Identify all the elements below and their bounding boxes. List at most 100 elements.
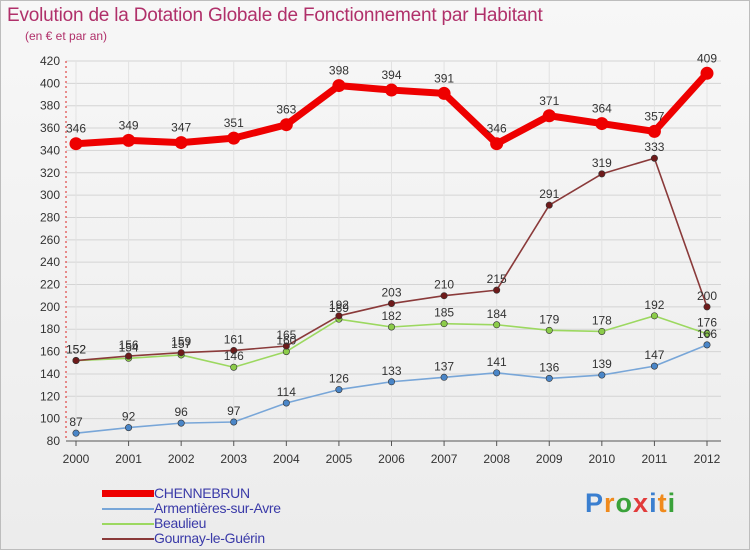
data-point	[335, 386, 343, 394]
data-label: 346	[487, 122, 507, 136]
data-point	[72, 429, 80, 437]
data-point	[230, 346, 238, 354]
data-label: 96	[174, 405, 188, 419]
logo-letter: i	[667, 488, 677, 518]
y-tick-label: 140	[40, 367, 60, 381]
data-label: 139	[592, 357, 612, 371]
data-label: 185	[434, 306, 454, 320]
y-tick-label: 80	[47, 434, 61, 448]
chart-title: Evolution de la Dotation Globale de Fonc…	[7, 5, 543, 26]
data-point	[335, 312, 343, 320]
data-point	[595, 117, 609, 131]
data-label: 165	[276, 328, 296, 342]
legend-swatch	[102, 490, 154, 497]
data-label: 154	[119, 340, 139, 354]
data-point	[387, 300, 395, 308]
data-point	[69, 137, 83, 151]
data-label: 136	[539, 360, 559, 374]
legend-label: Beaulieu	[154, 515, 207, 531]
logo-letter: o	[615, 488, 634, 518]
x-tick-label: 2006	[378, 452, 405, 466]
data-point	[440, 320, 448, 328]
data-label: 147	[644, 348, 664, 362]
data-point	[437, 86, 451, 100]
data-point	[650, 312, 658, 320]
x-tick-label: 2001	[115, 452, 142, 466]
data-point	[598, 327, 606, 335]
data-label: 166	[697, 327, 717, 341]
data-point	[493, 286, 501, 294]
data-label: 141	[487, 355, 507, 369]
data-point	[703, 341, 711, 349]
data-label: 333	[644, 140, 664, 154]
data-label: 126	[329, 372, 349, 386]
data-point	[125, 352, 133, 360]
data-label: 152	[66, 343, 86, 357]
data-label: 349	[119, 118, 139, 132]
data-point	[700, 66, 714, 80]
data-label: 203	[381, 286, 401, 300]
y-tick-label: 220	[40, 278, 60, 292]
legend-swatch	[102, 538, 154, 540]
data-point	[230, 363, 238, 371]
x-tick-label: 2002	[168, 452, 195, 466]
data-point	[387, 378, 395, 386]
x-tick-label: 2009	[536, 452, 563, 466]
data-label: 114	[277, 385, 296, 399]
logo-letter: P	[585, 488, 605, 518]
data-label: 319	[592, 156, 612, 170]
data-label: 357	[644, 109, 664, 123]
y-tick-label: 400	[40, 76, 60, 90]
data-label: 210	[434, 278, 454, 292]
data-label: 157	[171, 337, 191, 351]
data-label: 371	[539, 94, 559, 108]
data-label: 97	[227, 404, 241, 418]
x-tick-label: 2010	[588, 452, 615, 466]
data-label: 179	[539, 312, 559, 326]
y-tick-label: 260	[40, 233, 60, 247]
data-label: 146	[224, 349, 244, 363]
data-point	[125, 424, 133, 432]
y-tick-label: 340	[40, 143, 60, 157]
data-label: 398	[329, 64, 349, 78]
x-tick-label: 2005	[326, 452, 353, 466]
data-point	[385, 83, 398, 97]
data-label: 192	[644, 298, 664, 312]
data-label: 178	[592, 313, 612, 327]
data-label: 161	[224, 332, 244, 346]
data-label: 87	[69, 415, 83, 429]
y-tick-label: 380	[40, 99, 60, 113]
data-label: 291	[539, 187, 559, 201]
data-point	[650, 154, 658, 162]
y-tick-label: 280	[40, 210, 60, 224]
legend-label: Gournay-le-Guérin	[154, 530, 265, 546]
data-label: 215	[487, 272, 507, 286]
data-label: 346	[66, 122, 86, 136]
data-label: 176	[697, 316, 717, 330]
data-label: 351	[224, 116, 244, 130]
data-point	[647, 124, 661, 138]
data-point	[279, 118, 293, 132]
chart-subtitle: (en € et par an)	[25, 29, 108, 43]
x-tick-label: 2011	[642, 452, 668, 466]
data-point	[545, 201, 553, 209]
data-point	[387, 323, 395, 331]
y-tick-label: 180	[40, 322, 60, 336]
y-tick-label: 200	[40, 300, 60, 314]
data-point	[490, 137, 504, 151]
legend-label: CHENNEBRUN	[154, 485, 250, 501]
y-tick-label: 240	[40, 255, 60, 269]
x-tick-label: 2007	[431, 452, 458, 466]
data-point	[72, 357, 80, 365]
data-label: 192	[329, 298, 349, 312]
data-point	[598, 371, 606, 379]
data-label: 160	[276, 334, 296, 348]
data-label: 159	[171, 335, 191, 349]
y-tick-label: 100	[40, 412, 60, 426]
series-layer	[69, 66, 714, 437]
legend-label: Armentières-sur-Avre	[154, 500, 281, 516]
y-tick-label: 120	[40, 389, 60, 403]
x-tick-label: 2012	[694, 452, 721, 466]
